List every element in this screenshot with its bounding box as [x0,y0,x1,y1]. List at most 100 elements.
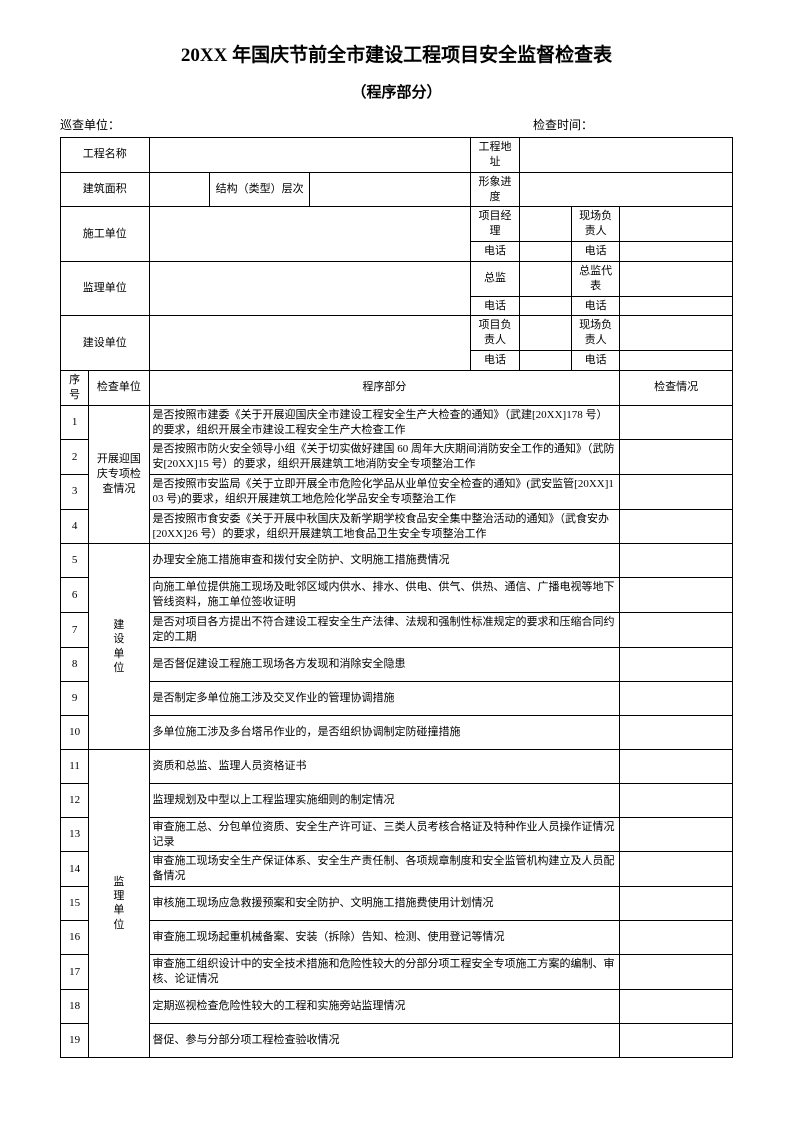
col-seq: 序号 [61,370,89,405]
row-11: 资质和总监、监理人员资格证书 [149,749,620,783]
row-16: 审查施工现场起重机械备案、安装（拆除）告知、检测、使用登记等情况 [149,921,620,955]
row-17: 审查施工组织设计中的安全技术措施和危险性较大的分部分项工程安全专项施工方案的编制… [149,955,620,990]
seq-13: 13 [61,817,89,852]
status-17 [620,955,733,990]
row-9: 是否制定多单位施工涉及交叉作业的管理协调措施 [149,681,620,715]
row-13: 审查施工总、分包单位资质、安全生产许可证、三类人员考核合格证及特种作业人员操作证… [149,817,620,852]
lbl-phone-2a: 电话 [471,296,519,316]
val-site-chief [620,207,733,242]
val-struct-type [310,172,471,207]
seq-5: 5 [61,544,89,578]
status-8 [620,647,733,681]
status-6 [620,578,733,613]
status-16 [620,921,733,955]
lbl-phone-3a: 电话 [471,351,519,371]
val-phone-2b [620,296,733,316]
status-10 [620,715,733,749]
page-title: 20XX 年国庆节前全市建设工程项目安全监督检查表 [60,40,733,67]
lbl-site-chief2: 现场负责人 [571,316,619,351]
val-phone-1a [519,242,571,262]
status-12 [620,783,733,817]
row-4: 是否按照市食安委《关于开展中秋国庆及新学期学校食品安全集中整治活动的通知》（武食… [149,509,620,544]
lbl-phone-1b: 电话 [571,242,619,262]
row-6: 向施工单位提供施工现场及毗邻区域内供水、排水、供电、供气、供热、通信、广播电视等… [149,578,620,613]
val-proj-chief [519,316,571,351]
val-supervision-unit [149,261,471,316]
status-18 [620,989,733,1023]
status-11 [620,749,733,783]
lbl-image-progress: 形象进度 [471,172,519,207]
meta-line: 巡查单位： 检查时间： [60,116,733,133]
lbl-phone-2b: 电话 [571,296,619,316]
lbl-director-rep: 总监代表 [571,261,619,296]
status-3 [620,475,733,510]
lbl-phone-3b: 电话 [571,351,619,371]
val-site-chief2 [620,316,733,351]
status-19 [620,1023,733,1057]
group-3: 监理单位 [89,749,149,1057]
group-2: 建设单位 [89,544,149,749]
lbl-phone-1a: 电话 [471,242,519,262]
val-image-progress [519,172,732,207]
seq-17: 17 [61,955,89,990]
seq-4: 4 [61,509,89,544]
seq-9: 9 [61,681,89,715]
seq-1: 1 [61,405,89,440]
seq-7: 7 [61,613,89,648]
status-4 [620,509,733,544]
status-15 [620,887,733,921]
seq-16: 16 [61,921,89,955]
row-18: 定期巡视检查危险性较大的工程和实施旁站监理情况 [149,989,620,1023]
row-3: 是否按照市安监局《关于立即开展全市危险化学品从业单位安全检查的通知》(武安监管[… [149,475,620,510]
status-5 [620,544,733,578]
row-14: 审查施工现场安全生产保证体系、安全生产责任制、各项规章制度和安全监管机构建立及人… [149,852,620,887]
group-1: 开展迎国庆专项检查情况 [89,405,149,544]
col-unit: 检查单位 [89,370,149,405]
status-1 [620,405,733,440]
lbl-proj-name: 工程名称 [61,138,150,173]
seq-18: 18 [61,989,89,1023]
val-proj-mgr [519,207,571,242]
seq-8: 8 [61,647,89,681]
row-1: 是否按照市建委《关于开展迎国庆全市建设工程安全生产大检查的通知》（武建[20XX… [149,405,620,440]
lbl-bldg-area: 建筑面积 [61,172,150,207]
seq-15: 15 [61,887,89,921]
seq-19: 19 [61,1023,89,1057]
lbl-proj-mgr: 项目经理 [471,207,519,242]
status-2 [620,440,733,475]
val-phone-1b [620,242,733,262]
seq-3: 3 [61,475,89,510]
row-12: 监理规划及中型以上工程监理实施细则的制定情况 [149,783,620,817]
meta-inspector: 巡查单位： [60,116,533,133]
lbl-struct-type: 结构（类型）层次 [209,172,310,207]
lbl-site-chief: 现场负责人 [571,207,619,242]
val-build-unit [149,316,471,371]
lbl-proj-chief: 项目负责人 [471,316,519,351]
row-19: 督促、参与分部分项工程检查验收情况 [149,1023,620,1057]
status-9 [620,681,733,715]
page-subtitle: （程序部分） [60,81,733,102]
row-8: 是否督促建设工程施工现场各方发现和消除安全隐患 [149,647,620,681]
row-15: 审核施工现场应急救援预案和安全防护、文明施工措施费使用计划情况 [149,887,620,921]
seq-12: 12 [61,783,89,817]
val-phone-3b [620,351,733,371]
val-director-rep [620,261,733,296]
val-proj-addr [519,138,732,173]
status-13 [620,817,733,852]
seq-2: 2 [61,440,89,475]
val-constr-unit [149,207,471,262]
seq-6: 6 [61,578,89,613]
lbl-supervision-unit: 监理单位 [61,261,150,316]
val-phone-2a [519,296,571,316]
col-status: 检查情况 [620,370,733,405]
row-7: 是否对项目各方提出不符合建设工程安全生产法律、法规和强制性标准规定的要求和压缩合… [149,613,620,648]
meta-time: 检查时间： [533,116,733,133]
lbl-constr-unit: 施工单位 [61,207,150,262]
val-phone-3a [519,351,571,371]
row-2: 是否按照市防火安全领导小组《关于切实做好建国 60 周年大庆期间消防安全工作的通… [149,440,620,475]
col-procedure: 程序部分 [149,370,620,405]
lbl-proj-addr: 工程地址 [471,138,519,173]
lbl-director: 总监 [471,261,519,296]
val-bldg-area [149,172,209,207]
lbl-build-unit: 建设单位 [61,316,150,371]
